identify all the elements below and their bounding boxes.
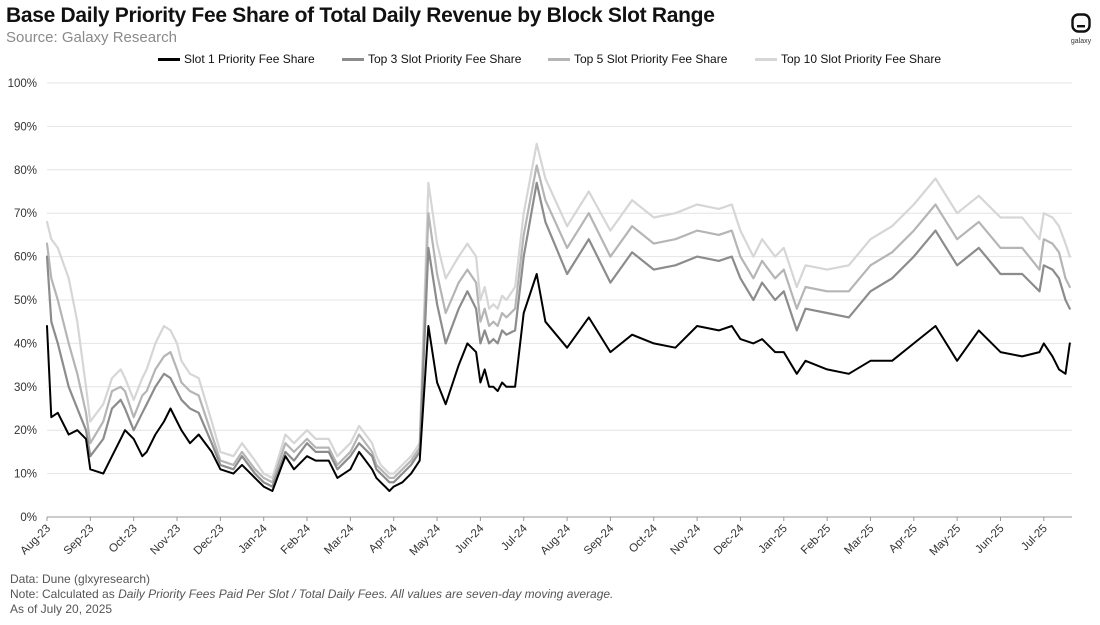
x-tick-label: Feb-24 <box>279 522 314 557</box>
x-tick-label: Jul-24 <box>499 522 530 553</box>
legend-label: Top 5 Slot Priority Fee Share <box>574 52 728 66</box>
y-tick-label: 30% <box>14 382 37 394</box>
as-of-date-note: As of July 20, 2025 <box>10 602 113 616</box>
legend-item-slot1: Slot 1 Priority Fee Share <box>158 52 315 66</box>
chart-legend: Slot 1 Priority Fee Share Top 3 Slot Pri… <box>0 52 1100 70</box>
y-tick-label: 20% <box>14 425 37 437</box>
x-tick-label: Jan-24 <box>236 522 270 556</box>
chart-title: Base Daily Priority Fee Share of Total D… <box>6 4 715 27</box>
legend-label: Top 10 Slot Priority Fee Share <box>781 52 942 66</box>
legend-swatch <box>755 57 777 61</box>
x-tick-label: Dec-24 <box>712 522 747 557</box>
legend-swatch <box>548 57 570 61</box>
x-tick-label: Oct-24 <box>627 522 660 555</box>
series-line-top10 <box>45 142 1071 479</box>
x-tick-label: Nov-23 <box>148 523 183 558</box>
galaxy-logo: galaxy <box>1066 12 1096 45</box>
x-tick-label: Aug-24 <box>538 522 573 557</box>
y-tick-label: 60% <box>14 252 37 264</box>
x-tick-label: Jul-25 <box>1019 523 1050 554</box>
data-source-note: Data: Dune (glxyresearch) <box>10 572 151 586</box>
calculation-note-prefix: Note: Calculated as <box>10 587 119 601</box>
x-tick-label: Jan-25 <box>757 523 790 556</box>
legend-label: Top 3 Slot Priority Fee Share <box>368 52 522 66</box>
x-tick-label: Apr-25 <box>887 523 920 556</box>
legend-item-top3: Top 3 Slot Priority Fee Share <box>342 52 521 66</box>
x-tick-label: Apr-24 <box>367 522 400 555</box>
chart-subtitle: Source: Galaxy Research <box>6 29 177 46</box>
legend-item-top10: Top 10 Slot Priority Fee Share <box>755 52 941 66</box>
x-tick-label: Feb-25 <box>799 523 833 557</box>
y-tick-label: 40% <box>14 338 37 350</box>
y-tick-label: 100% <box>8 78 37 90</box>
y-tick-label: 80% <box>14 165 37 177</box>
y-tick-label: 90% <box>14 121 37 133</box>
y-tick-label: 70% <box>14 208 37 220</box>
x-tick-label: Mar-25 <box>842 523 876 557</box>
galaxy-logo-text: galaxy <box>1070 38 1092 45</box>
x-tick-label: May-24 <box>408 522 444 558</box>
series-line-top5 <box>45 164 1071 484</box>
x-tick-label: Oct-23 <box>107 523 140 556</box>
x-tick-label: Nov-24 <box>669 522 704 557</box>
calculation-note-formula: Daily Priority Fees Paid Per Slot / Tota… <box>118 587 614 601</box>
calculation-note: Note: Calculated as Daily Priority Fees … <box>10 587 613 602</box>
x-tick-label: Jun-24 <box>453 522 487 556</box>
x-tick-label: Aug-23 <box>18 523 53 558</box>
series-line-top3 <box>45 181 1071 488</box>
x-tick-label: Dec-23 <box>192 523 227 558</box>
chart-notes: Data: Dune (glxyresearch) Note: Calculat… <box>10 572 613 617</box>
legend-item-top5: Top 5 Slot Priority Fee Share <box>548 52 727 66</box>
series-line-slot1 <box>46 273 1071 492</box>
x-tick-label: May-25 <box>928 523 964 559</box>
legend-label: Slot 1 Priority Fee Share <box>184 52 315 66</box>
x-tick-label: Sep-23 <box>62 523 97 558</box>
legend-swatch <box>342 57 364 61</box>
legend-swatch <box>158 57 180 61</box>
y-tick-label: 0% <box>20 512 37 524</box>
y-tick-label: 10% <box>14 469 37 481</box>
x-tick-label: Sep-24 <box>582 522 617 557</box>
x-tick-label: Mar-24 <box>322 522 357 557</box>
galaxy-logo-icon <box>1071 13 1091 33</box>
x-tick-label: Jun-25 <box>973 523 1006 556</box>
y-tick-label: 50% <box>14 295 37 307</box>
